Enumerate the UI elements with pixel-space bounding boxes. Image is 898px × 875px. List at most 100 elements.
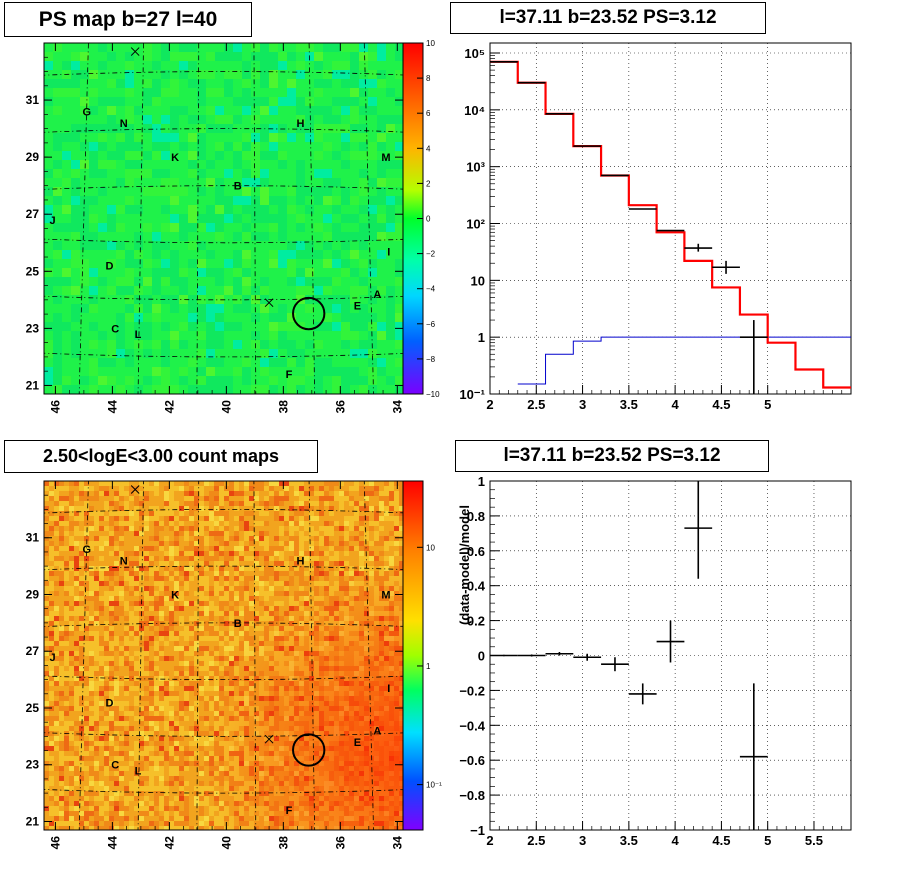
map-y-tick-label: 21 xyxy=(26,814,40,828)
source-label-l: L xyxy=(135,329,142,341)
count-map-title: 2.50<logE<3.00 count maps xyxy=(4,440,318,473)
residual-x-tick-label: 3.5 xyxy=(620,833,638,848)
map-x-tick-label: 46 xyxy=(48,400,62,414)
residual-panel: 2 2.5 3 3.5 4 4.5 5 5.5 1 0.8 0.6 0.4 0.2 0 −0.2 −0.4 −0… xyxy=(457,474,852,848)
map-x-tick-label: 34 xyxy=(390,400,404,414)
spectrum-x-tick-label: 4.5 xyxy=(712,397,730,412)
count-map-source-labels: G N H K M B J I D AE C L F xyxy=(49,485,390,817)
source-label-j: J xyxy=(49,652,55,664)
selected-source-circle xyxy=(292,733,326,767)
spectrum-x-tick-label: 2 xyxy=(486,397,493,412)
residual-x-tick-label: 5.5 xyxy=(805,833,823,848)
spectrum-x-tick-label: 5 xyxy=(764,397,771,412)
source-label-h: H xyxy=(296,118,304,130)
residual-y-tick-label: 0.6 xyxy=(467,544,485,559)
ps-colorbar-axis: 10 8 6 4 2 0 −2 −4 −6 −8 −10 xyxy=(417,39,440,399)
spectrum-x-tick-label: 3.5 xyxy=(620,397,638,412)
source-label-m: M xyxy=(381,152,390,164)
residual-x-tick-label: 3 xyxy=(579,833,586,848)
spectrum-y-tick-label: 10⁻¹ xyxy=(459,387,485,402)
spectrum-y-tick-label: 10 xyxy=(471,273,485,288)
residual-y-tick-label: −0.6 xyxy=(459,753,485,768)
residual-grid xyxy=(489,480,851,831)
spectrum-frame xyxy=(489,42,852,395)
residual-x-tick-label: 4.5 xyxy=(712,833,730,848)
residual-data-points xyxy=(490,481,768,830)
source-label-m: M xyxy=(381,589,390,601)
colorbar-tick-label: 4 xyxy=(426,144,431,153)
source-label-c: C xyxy=(111,323,119,335)
residual-axes: 2 2.5 3 3.5 4 4.5 5 5.5 1 0.8 0.6 0.4 0.2 0 −0.2 −0.4 −0… xyxy=(459,474,852,848)
map-y-tick-label: 31 xyxy=(26,93,40,107)
colorbar-tick-label: 0 xyxy=(426,215,431,224)
map-x-tick-label: 42 xyxy=(162,836,176,850)
source-label-d: D xyxy=(106,697,114,709)
residual-y-tick-label: 0 xyxy=(478,649,485,664)
map-x-tick-label: 46 xyxy=(48,836,62,850)
residual-title: l=37.11 b=23.52 PS=3.12 xyxy=(455,440,769,472)
residual-y-tick-label: 0.8 xyxy=(467,509,485,524)
residual-y-axis-label: (data-model)/model xyxy=(457,505,472,625)
source-label-i: I xyxy=(387,683,390,695)
source-label-d: D xyxy=(106,261,114,273)
residual-y-tick-label: 1 xyxy=(478,474,485,489)
spectrum-x-tick-label: 4 xyxy=(672,397,680,412)
spectrum-y-tick-label: 10³ xyxy=(466,160,485,175)
map-x-tick-label: 42 xyxy=(162,400,176,414)
spectrum-x-tick-label: 2.5 xyxy=(527,397,545,412)
map-y-tick-label: 21 xyxy=(26,378,40,392)
ps-map-source-labels: G N H K M B J I D AE C L F xyxy=(49,47,390,381)
source-label-e: E xyxy=(354,301,361,313)
colorbar-tick-label: 1 xyxy=(426,662,431,671)
count-map-coordinate-grid xyxy=(44,481,403,830)
source-label-f: F xyxy=(286,369,293,381)
residual-y-tick-label: −1 xyxy=(470,823,485,838)
colorbar-tick-label: −8 xyxy=(426,355,436,364)
source-label-a: A xyxy=(373,726,381,738)
map-y-tick-label: 25 xyxy=(26,701,40,715)
residual-x-tick-label: 2 xyxy=(486,833,493,848)
spectrum-x-tick-label: 3 xyxy=(579,397,586,412)
source-label-j: J xyxy=(49,215,55,227)
background-histogram xyxy=(517,336,851,385)
count-colorbar-axis: 10 1 10⁻¹ xyxy=(417,543,442,790)
source-label-e: E xyxy=(354,737,361,749)
map-x-tick-label: 34 xyxy=(390,836,404,850)
source-label-k: K xyxy=(171,589,179,601)
source-label-k: K xyxy=(171,152,179,164)
spectrum-axes: 2 2.5 3 3.5 4 4.5 5 10⁻¹ 1 10 10² 10³ 10⁴ 10⁵ xyxy=(459,46,852,412)
ps-map-title: PS map b=27 l=40 xyxy=(4,2,252,37)
spectrum-y-tick-label: 10⁵ xyxy=(464,46,485,61)
source-label-c: C xyxy=(111,760,119,772)
map-y-tick-label: 27 xyxy=(26,207,40,221)
source-label-l: L xyxy=(135,765,142,777)
map-x-tick-label: 44 xyxy=(105,836,119,850)
colorbar-tick-label: 8 xyxy=(426,74,431,83)
selected-source-circle xyxy=(292,296,326,331)
map-y-tick-label: 31 xyxy=(26,531,40,545)
map-y-tick-label: 23 xyxy=(26,321,40,335)
count-colorbar xyxy=(402,480,424,831)
map-x-tick-label: 40 xyxy=(219,836,233,850)
background-histogram-line xyxy=(517,336,851,385)
source-label-g: G xyxy=(82,106,91,118)
map-x-tick-label: 36 xyxy=(333,400,347,414)
map-x-tick-label: 40 xyxy=(219,400,233,414)
map-y-tick-label: 29 xyxy=(26,150,40,164)
source-label-n: N xyxy=(120,118,128,130)
colorbar-tick-label: −6 xyxy=(426,320,436,329)
spectrum-y-tick-label: 1 xyxy=(478,330,485,345)
residual-y-tick-label: 0.2 xyxy=(467,614,485,629)
map-y-tick-label: 23 xyxy=(26,758,40,772)
colorbar-tick-label: 10 xyxy=(426,543,435,552)
source-label-i: I xyxy=(387,246,390,258)
cross-marker xyxy=(130,485,140,494)
source-label-f: F xyxy=(286,805,293,817)
spectrum-title: l=37.11 b=23.52 PS=3.12 xyxy=(450,2,766,34)
source-label-b: B xyxy=(234,618,242,630)
source-label-h: H xyxy=(296,555,304,567)
colorbar-tick-label: 10⁻¹ xyxy=(426,781,442,790)
source-label-n: N xyxy=(120,555,128,567)
